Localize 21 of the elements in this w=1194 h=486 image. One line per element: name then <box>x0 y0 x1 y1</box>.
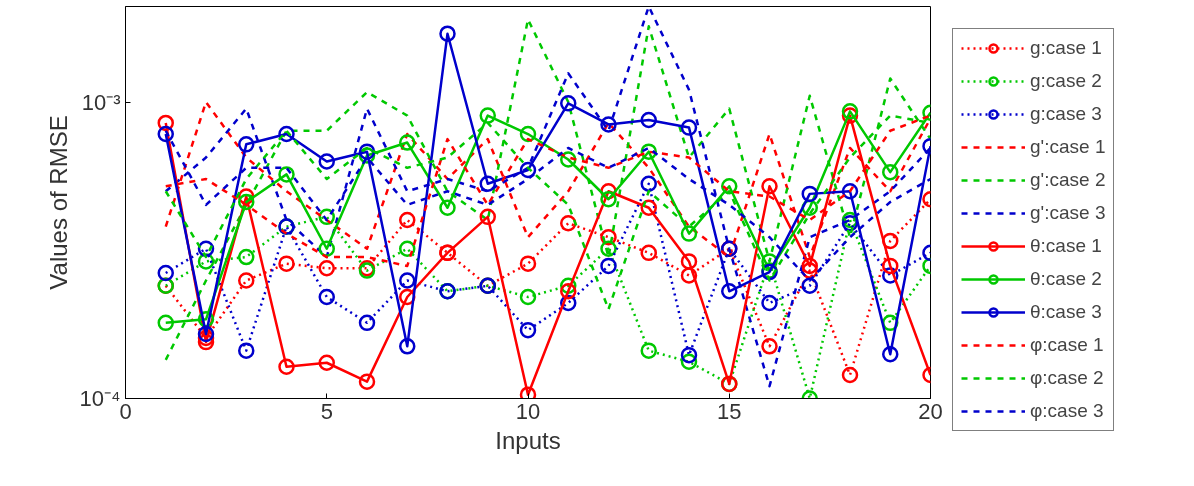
x-tick-label: 15 <box>717 398 742 424</box>
legend-label: φ:case 1 <box>1030 334 1104 356</box>
legend-label: g':case 2 <box>1030 169 1106 191</box>
legend-label: θ:case 3 <box>1030 301 1102 323</box>
legend-label: g:case 3 <box>1030 103 1102 125</box>
y-axis-title: Values of RMSE <box>44 115 72 290</box>
x-tick-label: 5 <box>320 398 333 424</box>
legend-label: g:case 1 <box>1030 37 1102 59</box>
legend-label: θ:case 1 <box>1030 235 1102 257</box>
y-tick-label: 10⁻³ <box>81 89 121 115</box>
x-tick-label: 10 <box>515 398 541 424</box>
x-tick-label: 0 <box>119 398 132 424</box>
legend-label: φ:case 3 <box>1030 400 1104 422</box>
legend-label: θ:case 2 <box>1030 268 1102 290</box>
legend-label: g':case 3 <box>1030 202 1106 224</box>
legend-label: φ:case 2 <box>1030 367 1104 389</box>
x-tick-label: 20 <box>918 398 943 424</box>
legend-label: g':case 1 <box>1030 136 1106 158</box>
y-tick-label: 10⁻⁴ <box>79 386 121 411</box>
x-axis-title: Inputs <box>495 426 561 454</box>
legend-label: g:case 2 <box>1030 70 1102 92</box>
